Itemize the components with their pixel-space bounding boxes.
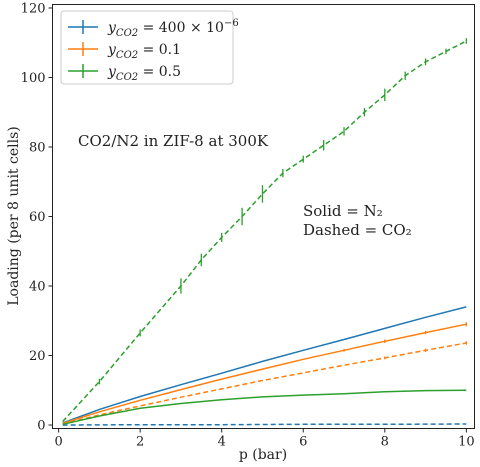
series-3-co2-line [62, 40, 467, 423]
x-tick-label: 4 [218, 435, 226, 450]
x-axis-label: p (bar) [239, 447, 287, 463]
series-3-n2-line [62, 389, 467, 426]
x-tick-label: 10 [458, 435, 475, 450]
y-tick-label: 120 [21, 1, 46, 16]
legend-label-1: yCO2 = 400 × 10−6 [107, 18, 239, 39]
y-tick-label: 100 [21, 71, 46, 86]
series-1-co2-line [62, 423, 467, 426]
y-tick-label: 20 [29, 349, 46, 364]
chart-annotation-dashed: Dashed = CO₂ [303, 221, 412, 239]
series-lines [62, 38, 467, 426]
x-tick-label: 8 [381, 435, 389, 450]
y-tick-label: 40 [29, 280, 46, 295]
legend: yCO2 = 400 × 10−6 yCO2 = 0.1 yCO2 = 0.5 [60, 10, 239, 85]
y-tick-label: 0 [37, 419, 45, 434]
series-2-co2-line [62, 342, 467, 425]
chart-annotation-title: CO2/N2 in ZIF-8 at 300K [78, 132, 269, 150]
x-tick-label: 2 [136, 435, 144, 450]
series-2-n2-line [62, 323, 467, 425]
legend-label-2: yCO2 = 0.1 [107, 42, 181, 61]
legend-items: yCO2 = 400 × 10−6 yCO2 = 0.1 yCO2 = 0.5 [68, 18, 239, 83]
x-tick-label: 0 [54, 435, 62, 450]
y-tick-label: 80 [29, 140, 46, 155]
y-axis-label: Loading (per 8 unit cells) [6, 126, 22, 305]
x-tick-label: 6 [299, 435, 307, 450]
chart-annotation-solid: Solid = N₂ [303, 202, 383, 220]
legend-box [60, 10, 234, 85]
legend-label-3: yCO2 = 0.5 [107, 64, 181, 83]
series-1-n2-line [62, 306, 467, 424]
y-tick-label: 60 [29, 210, 46, 225]
